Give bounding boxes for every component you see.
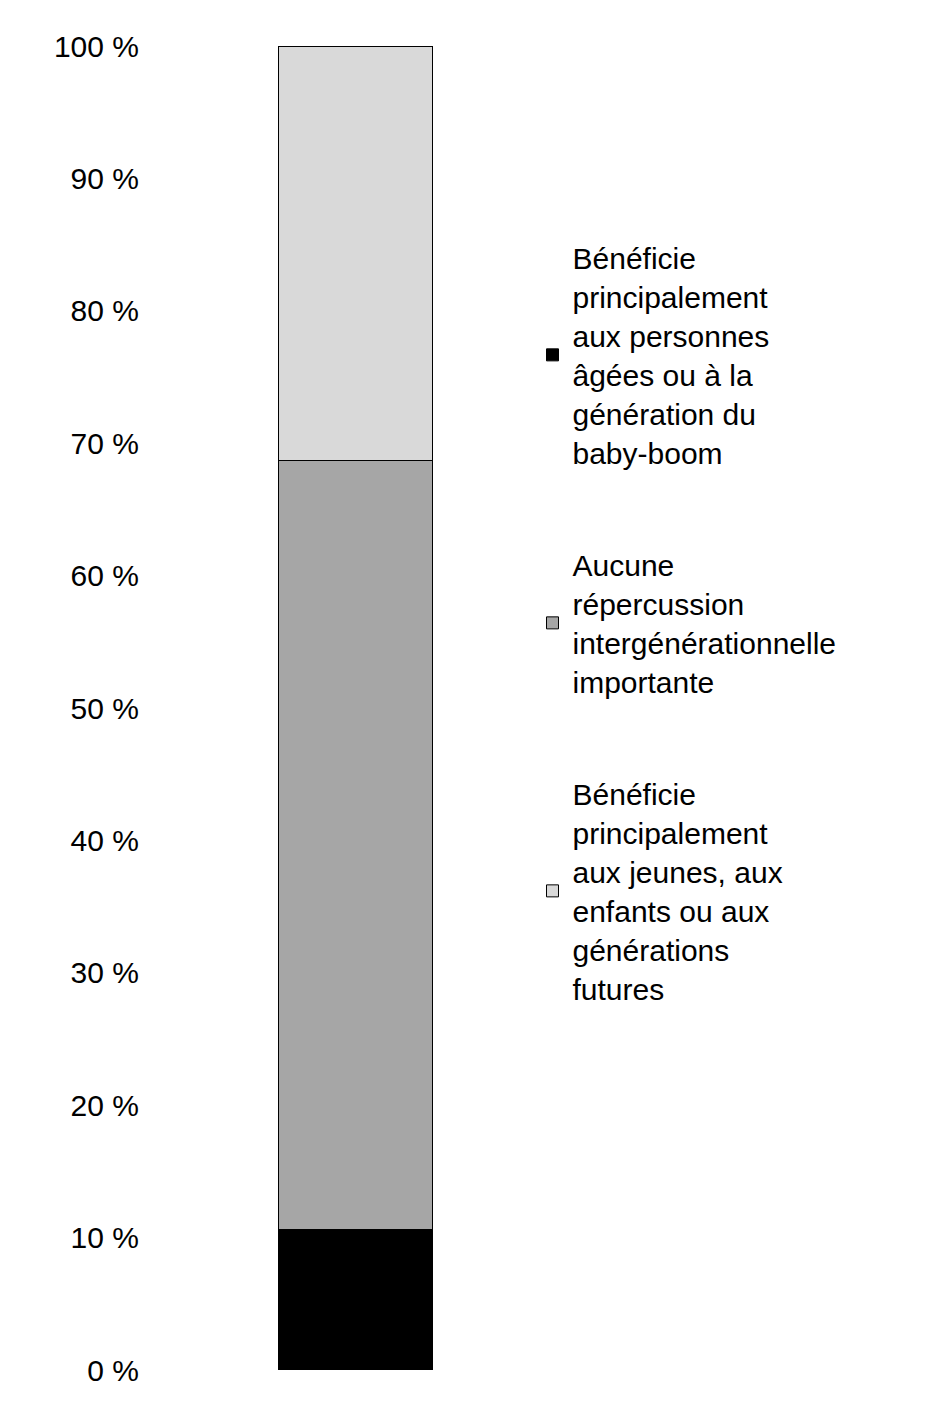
svg-text:80 %: 80 % <box>71 294 139 327</box>
svg-text:Aucunerépercussionintergénérat: Aucunerépercussionintergénérationnelleim… <box>573 549 837 699</box>
svg-text:Bénéficieprincipalementaux jeu: Bénéficieprincipalementaux jeunes, auxen… <box>573 778 783 1006</box>
svg-text:100 %: 100 % <box>54 30 139 63</box>
svg-text:0 %: 0 % <box>87 1354 139 1387</box>
svg-text:50 %: 50 % <box>71 692 139 725</box>
svg-text:40 %: 40 % <box>71 824 139 857</box>
svg-text:20 %: 20 % <box>71 1089 139 1122</box>
svg-text:30 %: 30 % <box>71 956 139 989</box>
svg-text:70 %: 70 % <box>71 427 139 460</box>
svg-text:Bénéficieprincipalementaux per: Bénéficieprincipalementaux personnesâgée… <box>573 242 770 470</box>
svg-text:90 %: 90 % <box>71 162 139 195</box>
svg-text:10 %: 10 % <box>71 1221 139 1254</box>
svg-text:60 %: 60 % <box>71 559 139 592</box>
